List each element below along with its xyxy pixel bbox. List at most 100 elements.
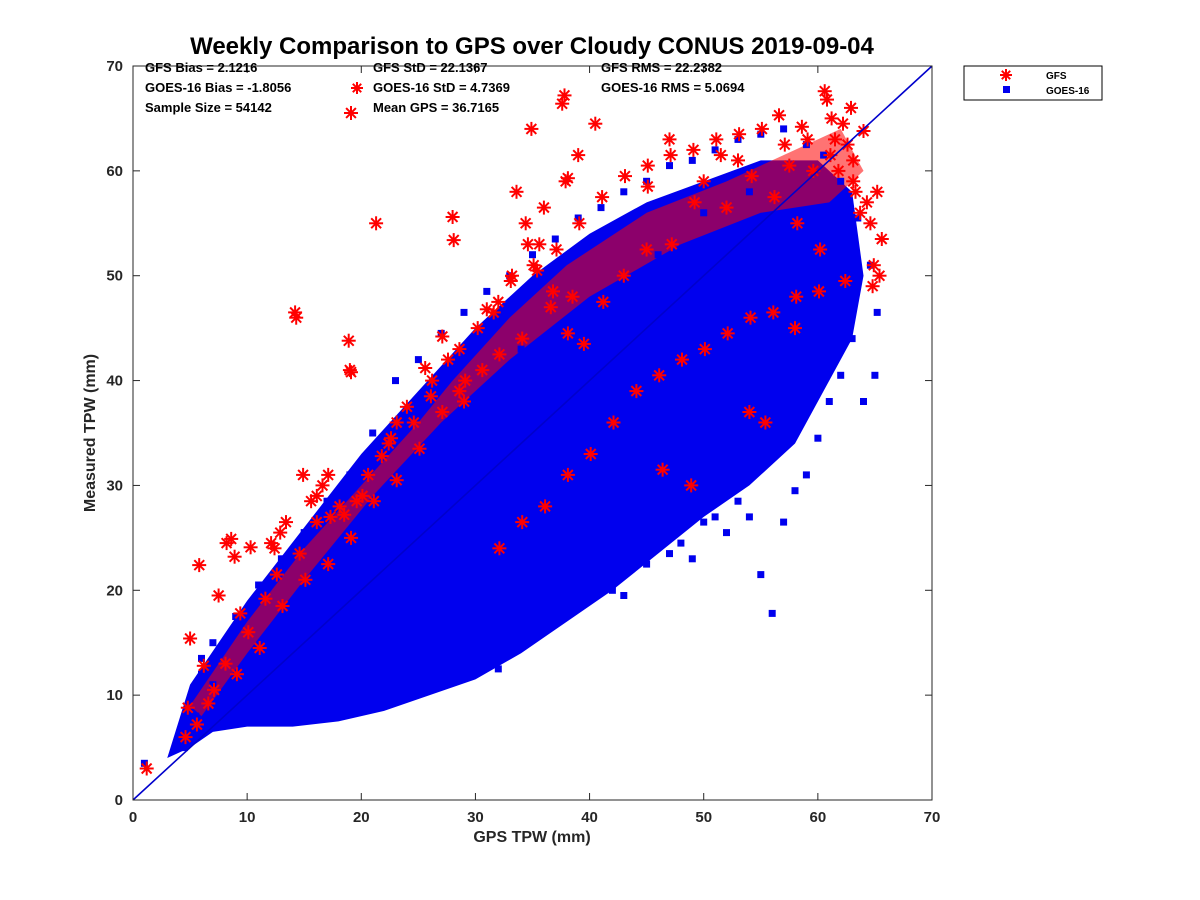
goes16-point bbox=[757, 571, 765, 579]
gfs-point bbox=[663, 148, 678, 163]
gfs-point bbox=[696, 174, 711, 189]
gfs-point bbox=[664, 237, 679, 252]
gfs-point bbox=[560, 467, 575, 482]
goes16-dense-cloud bbox=[167, 160, 864, 759]
gfs-point bbox=[813, 242, 828, 257]
legend-gfs-asterisk bbox=[1000, 69, 1012, 81]
gfs-point bbox=[269, 567, 284, 582]
gfs-point bbox=[369, 216, 384, 231]
gfs-point bbox=[532, 237, 547, 252]
goes16-point bbox=[312, 696, 320, 704]
goes16-point bbox=[734, 497, 742, 505]
goes16-point bbox=[192, 712, 200, 720]
gfs-point bbox=[687, 195, 702, 210]
stat-mean-gps: Mean GPS = 36.7165 bbox=[373, 100, 499, 115]
gfs-point bbox=[211, 588, 226, 603]
gfs-point bbox=[662, 132, 677, 147]
goes16-point bbox=[723, 314, 730, 322]
goes16-point bbox=[369, 429, 377, 437]
goes16-point bbox=[551, 235, 559, 243]
gfs-point bbox=[831, 163, 846, 178]
gfs-point bbox=[859, 195, 874, 210]
gfs-point bbox=[389, 415, 404, 430]
x-axis-label: GPS TPW (mm) bbox=[473, 829, 590, 846]
goes16-point bbox=[449, 607, 457, 615]
goes16-point bbox=[608, 293, 616, 301]
y-axis-ticks: 0 10 20 30 40 50 60 70 bbox=[106, 58, 932, 809]
gfs-point bbox=[565, 289, 580, 304]
gfs-point bbox=[583, 447, 598, 461]
gfs-point bbox=[233, 606, 248, 621]
gfs-point bbox=[323, 509, 338, 524]
gfs-point bbox=[874, 232, 889, 246]
gfs-point bbox=[824, 111, 839, 126]
goes16-point bbox=[540, 597, 548, 605]
gfs-point bbox=[817, 84, 832, 99]
gfs-point bbox=[616, 268, 631, 283]
gfs-point bbox=[218, 656, 233, 671]
gfs-point bbox=[709, 132, 724, 147]
gfs-point bbox=[309, 515, 324, 530]
goes16-point bbox=[768, 293, 776, 301]
gfs-point bbox=[536, 200, 551, 215]
gfs-point bbox=[618, 169, 632, 184]
gfs-point bbox=[192, 558, 207, 573]
gfs-point bbox=[384, 431, 398, 446]
x-tick-label: 10 bbox=[239, 809, 256, 826]
gfs-point bbox=[560, 326, 575, 341]
gfs-point bbox=[865, 279, 880, 294]
goes16-point bbox=[517, 345, 525, 353]
stat-goes16-std: GOES-16 StD = 4.7369 bbox=[373, 80, 510, 95]
gfs-point bbox=[344, 365, 358, 380]
y-tick-label: 70 bbox=[106, 58, 123, 75]
gfs-point bbox=[412, 441, 427, 456]
goes16-point bbox=[243, 681, 251, 689]
stat-gfs-marker bbox=[351, 82, 363, 94]
goes16-point bbox=[780, 518, 788, 526]
goes16-point bbox=[426, 613, 434, 620]
stat-sample-size: Sample Size = 54142 bbox=[145, 100, 272, 115]
legend-gfs-label: GFS bbox=[1046, 71, 1067, 82]
gfs-point bbox=[526, 258, 541, 273]
x-axis-ticks: 0 10 20 30 40 50 60 70 bbox=[129, 66, 940, 826]
goes16-point bbox=[471, 450, 479, 458]
goes16-point bbox=[392, 644, 399, 652]
goes16-point bbox=[586, 356, 594, 364]
goes16-point bbox=[757, 240, 765, 248]
y-tick-label: 20 bbox=[106, 582, 123, 599]
gfs-point bbox=[139, 761, 154, 776]
gfs-point bbox=[366, 494, 381, 509]
goes16-point bbox=[437, 618, 445, 626]
goes16-point bbox=[620, 188, 628, 196]
gfs-point bbox=[292, 546, 307, 561]
gfs-dense-cloud bbox=[190, 128, 864, 717]
gfs-point bbox=[361, 467, 376, 482]
gfs-point bbox=[588, 116, 603, 131]
gfs-point bbox=[457, 394, 471, 409]
goes16-point bbox=[529, 607, 536, 615]
goes16-point bbox=[860, 398, 867, 405]
gfs-point bbox=[441, 352, 455, 367]
stat-gfs-bias: GFS Bias = 2.1216 bbox=[145, 60, 257, 75]
gfs-point bbox=[341, 333, 356, 348]
gfs-point bbox=[180, 700, 195, 715]
legend: GFS GOES-16 bbox=[963, 65, 1103, 101]
gfs-point bbox=[684, 478, 699, 493]
gfs-point bbox=[298, 572, 313, 587]
gfs-point bbox=[344, 530, 358, 545]
gfs-point bbox=[652, 368, 667, 383]
gfs-density-band bbox=[190, 128, 864, 717]
gfs-point bbox=[546, 284, 560, 299]
legend-gfs-marker bbox=[1000, 69, 1012, 81]
gfs-point bbox=[777, 137, 792, 152]
gfs-point bbox=[697, 342, 712, 357]
y-tick-label: 0 bbox=[115, 792, 123, 809]
goes16-point bbox=[437, 329, 445, 337]
gfs-point bbox=[549, 242, 564, 257]
gfs-point bbox=[458, 373, 473, 388]
goes16-point bbox=[277, 707, 285, 715]
goes16-point bbox=[255, 712, 263, 720]
gfs-point bbox=[543, 300, 558, 315]
goes16-point bbox=[335, 691, 342, 699]
